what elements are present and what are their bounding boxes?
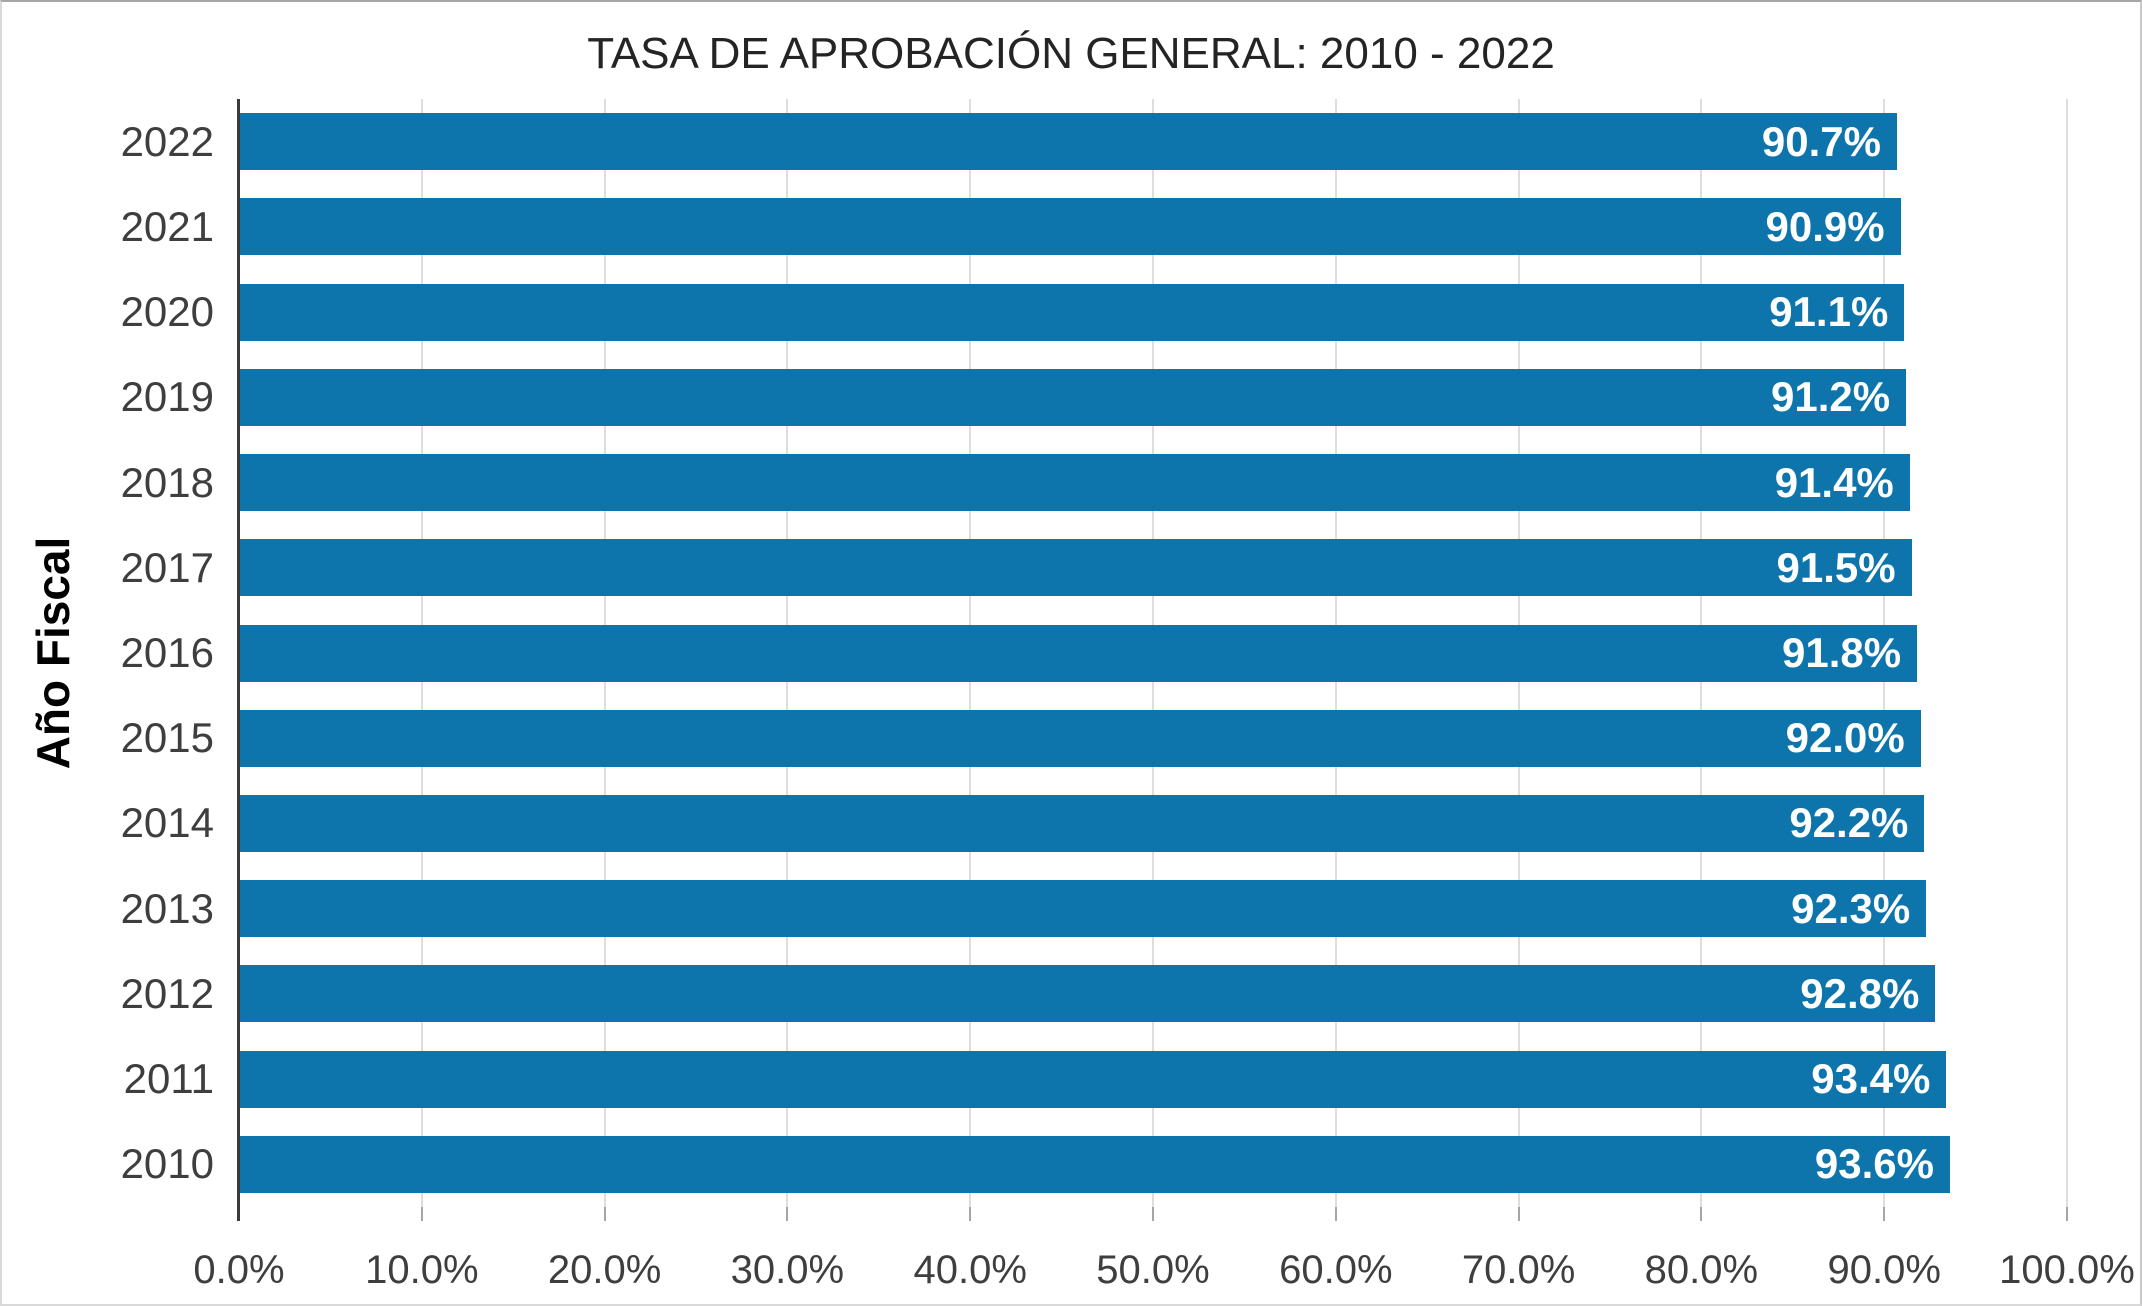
bar-value-label: 93.6% xyxy=(1814,1140,1934,1188)
x-axis-tick-labels: 0.0% 10.0% 20.0% 30.0% 40.0% 50.0% 60.0%… xyxy=(193,1248,2134,1298)
bar-row-2011: 93.4% xyxy=(239,1037,2067,1122)
y-tick-label: 2013 xyxy=(120,884,214,932)
x-tick-label: 40.0% xyxy=(913,1248,1027,1292)
y-tick-label: 2021 xyxy=(120,202,214,250)
y-tick-label: 2011 xyxy=(123,1055,214,1103)
bar-value-label: 92.0% xyxy=(1785,714,1905,762)
x-tick-label: 100.0% xyxy=(1999,1248,2135,1292)
bar-row-2020: 91.1% xyxy=(239,269,2067,354)
y-tick-label: 2017 xyxy=(120,543,214,591)
x-tick-label: 90.0% xyxy=(1827,1248,1941,1292)
x-tick xyxy=(1517,1207,1520,1221)
plot-area: 90.7% 90.9% 91.1% 91.2% 91.4% 91.5% 91.8… xyxy=(239,99,2068,1207)
bar-row-2022: 90.7% xyxy=(239,99,2067,184)
y-tick-label: 2010 xyxy=(120,1140,214,1188)
bar-value-label: 91.4% xyxy=(1774,458,1894,506)
bar-row-2021: 90.9% xyxy=(239,184,2067,269)
bar-2010: 93.6% xyxy=(239,1135,1950,1193)
x-tick xyxy=(603,1207,606,1221)
bar-value-label: 91.8% xyxy=(1782,629,1902,677)
bar-2016: 91.8% xyxy=(239,624,1918,682)
bar-row-2014: 92.2% xyxy=(239,781,2067,866)
x-tick-label: 10.0% xyxy=(365,1248,479,1292)
bar-2015: 92.0% xyxy=(239,709,1921,767)
bar-2020: 91.1% xyxy=(239,283,1905,341)
x-tick-label: 20.0% xyxy=(547,1248,662,1292)
bar-2012: 92.8% xyxy=(239,965,1936,1023)
x-tick xyxy=(1334,1207,1337,1221)
x-tick-label: 0.0% xyxy=(193,1248,285,1292)
bar-value-label: 91.5% xyxy=(1776,543,1896,591)
y-tick-label: 2015 xyxy=(120,714,214,762)
y-tick-label: 2016 xyxy=(120,629,214,677)
x-tick-label: 30.0% xyxy=(730,1248,845,1292)
bar-value-label: 90.7% xyxy=(1761,117,1881,165)
bar-row-2013: 92.3% xyxy=(239,866,2067,951)
y-tick-label: 2014 xyxy=(120,799,214,847)
bar-row-2012: 92.8% xyxy=(239,951,2067,1036)
y-axis-tick-labels: 2022 2021 2020 2019 2018 2017 2016 2015 … xyxy=(2,99,214,1207)
x-tick xyxy=(2066,1207,2068,1221)
x-tick xyxy=(786,1207,789,1221)
x-axis-ticks xyxy=(239,1207,2068,1221)
y-tick-label: 2020 xyxy=(120,288,214,336)
bar-2014: 92.2% xyxy=(239,794,1925,852)
bar-row-2010: 93.6% xyxy=(239,1122,2067,1207)
bar-value-label: 91.2% xyxy=(1771,373,1891,421)
bar-value-label: 91.1% xyxy=(1769,288,1889,336)
bar-row-2015: 92.0% xyxy=(239,696,2067,781)
bar-row-2019: 91.2% xyxy=(239,355,2067,440)
chart-title: TASA DE APROBACIÓN GENERAL: 2010 - 2022 xyxy=(587,29,1555,78)
bar-value-label: 93.4% xyxy=(1811,1055,1931,1103)
x-tick-label: 60.0% xyxy=(1279,1248,1393,1292)
x-tick xyxy=(1152,1207,1154,1221)
bar-2013: 92.3% xyxy=(239,880,1927,938)
bar-2018: 91.4% xyxy=(239,454,1910,512)
y-tick-label: 2022 xyxy=(120,117,214,165)
bar-2021: 90.9% xyxy=(239,198,1901,256)
x-tick xyxy=(1883,1207,1886,1221)
bar-2022: 90.7% xyxy=(239,113,1897,171)
bar-row-2016: 91.8% xyxy=(239,610,2067,695)
y-tick-label: 2018 xyxy=(120,458,214,506)
y-tick-label: 2019 xyxy=(120,373,214,421)
bar-2019: 91.2% xyxy=(239,368,1907,426)
bar-value-label: 90.9% xyxy=(1765,202,1885,250)
x-tick-label: 80.0% xyxy=(1644,1248,1759,1292)
x-tick xyxy=(969,1207,972,1221)
bar-2011: 93.4% xyxy=(239,1050,1947,1108)
x-tick xyxy=(420,1207,423,1221)
x-tick-label: 70.0% xyxy=(1461,1248,1576,1292)
bar-row-2017: 91.5% xyxy=(239,525,2067,610)
bar-value-label: 92.3% xyxy=(1791,884,1911,932)
bar-2017: 91.5% xyxy=(239,539,1912,597)
bar-rows: 90.7% 90.9% 91.1% 91.2% 91.4% 91.5% 91.8… xyxy=(239,99,2067,1207)
gridline xyxy=(2066,99,2068,1207)
x-tick-label: 50.0% xyxy=(1096,1248,1210,1292)
bar-row-2018: 91.4% xyxy=(239,440,2067,525)
y-tick-label: 2012 xyxy=(120,969,214,1017)
bar-value-label: 92.2% xyxy=(1789,799,1909,847)
bar-value-label: 92.8% xyxy=(1800,969,1920,1017)
y-axis-line xyxy=(237,99,240,1221)
x-tick xyxy=(1700,1207,1703,1221)
